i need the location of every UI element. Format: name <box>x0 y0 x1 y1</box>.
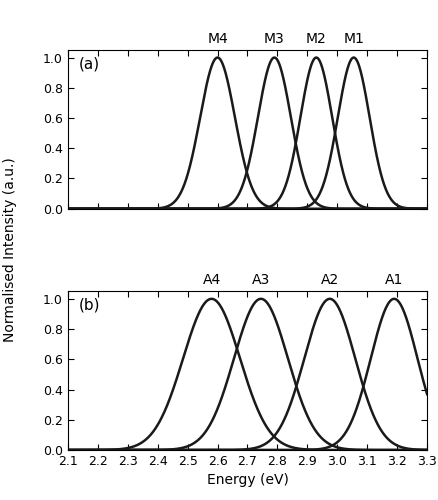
Text: A1: A1 <box>385 273 403 287</box>
Text: A4: A4 <box>202 273 221 287</box>
Text: M2: M2 <box>306 32 327 46</box>
X-axis label: Energy (eV): Energy (eV) <box>207 474 288 488</box>
Text: M1: M1 <box>343 32 364 46</box>
Text: M4: M4 <box>207 32 228 46</box>
Text: A3: A3 <box>252 273 270 287</box>
Text: (a): (a) <box>79 56 100 72</box>
Text: M3: M3 <box>264 32 285 46</box>
Text: (b): (b) <box>79 298 100 312</box>
Text: Normalised Intensity (a.u.): Normalised Intensity (a.u.) <box>3 158 17 342</box>
Text: A2: A2 <box>321 273 339 287</box>
